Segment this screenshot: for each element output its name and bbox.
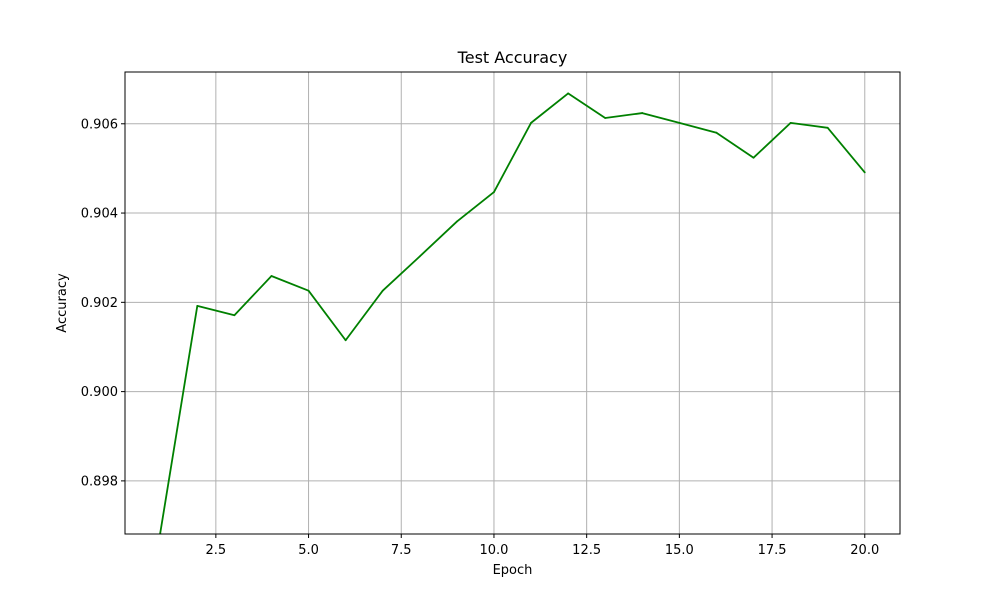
data-point: [307, 289, 310, 292]
data-point: [715, 131, 718, 134]
x-tick-label: 5.0: [298, 543, 319, 558]
x-axis-ticks: 2.5 5.0 7.5 10.0 12.5 15.0 17.5 20.0: [206, 534, 879, 558]
data-point: [530, 121, 532, 124]
series-lines: [159, 92, 866, 535]
x-tick-label: 10.0: [479, 543, 508, 558]
data-point: [567, 92, 570, 95]
data-point: [678, 121, 681, 124]
y-tick-label: 0.898: [81, 474, 118, 489]
x-tick-label: 7.5: [391, 543, 412, 558]
x-tick-label: 12.5: [572, 543, 601, 558]
data-point: [604, 117, 607, 119]
data-point: [493, 191, 495, 193]
plot-area-frame: [124, 71, 901, 535]
data-point: [381, 289, 384, 292]
accuracy-line: [159, 92, 866, 534]
x-tick-label: 15.0: [665, 543, 694, 558]
data-point: [826, 126, 829, 129]
data-point: [789, 121, 792, 124]
data-point: [270, 275, 273, 277]
x-tick-label: 17.5: [758, 543, 787, 558]
y-tick-label: 0.906: [81, 117, 118, 132]
data-point: [641, 112, 644, 114]
y-axis-title: Accuracy: [55, 273, 70, 333]
y-tick-label: 0.902: [81, 296, 118, 311]
x-tick-label: 2.5: [206, 543, 227, 558]
data-point: [344, 339, 347, 342]
x-tick-label: 20.0: [850, 543, 879, 558]
chart-title: Test Accuracy: [457, 48, 568, 67]
data-point: [455, 220, 458, 223]
y-axis-ticks: 0.898 0.900 0.902 0.904 0.906: [81, 117, 125, 489]
data-point: [752, 156, 755, 159]
x-axis-title: Epoch: [493, 563, 533, 578]
data-point: [233, 314, 236, 317]
data-point: [196, 305, 199, 307]
y-tick-label: 0.904: [81, 207, 118, 222]
y-tick-label: 0.900: [81, 385, 118, 400]
grid-lines: [125, 72, 900, 534]
data-point: [418, 255, 421, 258]
data-point: [863, 171, 866, 174]
